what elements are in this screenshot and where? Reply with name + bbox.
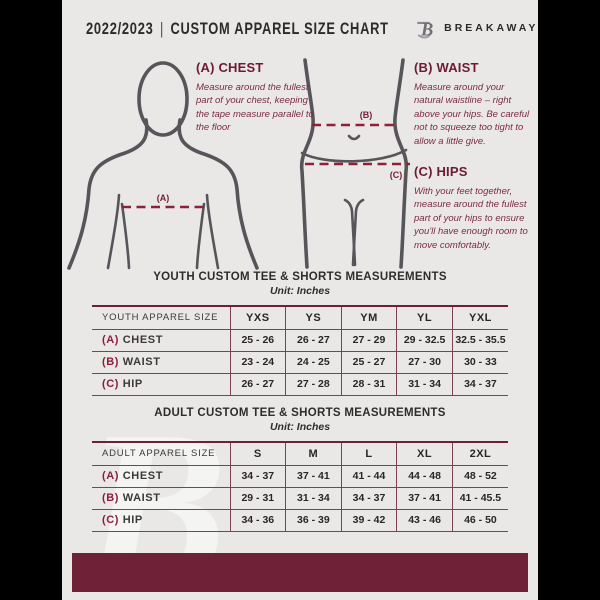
- measurement-value: 25 - 26: [229, 329, 286, 352]
- measurement-value: 37 - 41: [396, 487, 453, 510]
- measurement-label: (C) HIP: [92, 509, 230, 532]
- hips-instructions: (C) HIPS With your feet together, measur…: [414, 164, 530, 252]
- size-column-header: L: [340, 442, 397, 466]
- measurement-value: 25 - 27: [340, 351, 397, 374]
- youth-table-title: YOUTH CUSTOM TEE & SHORTS MEASUREMENTS: [153, 271, 447, 283]
- measurement-value: 41 - 44: [340, 465, 397, 488]
- adult-table-header-row: ADULT APPAREL SIZE S M L XL 2XL: [92, 442, 508, 466]
- measurement-value: 29 - 31: [229, 487, 286, 510]
- measurement-value: 31 - 34: [396, 373, 453, 396]
- size-column-header: YXL: [451, 306, 508, 330]
- measurement-label: (B) WAIST: [92, 351, 230, 374]
- waist-heading: (B) WAIST: [414, 60, 479, 75]
- measurement-value: 29 - 32.5: [396, 329, 453, 352]
- measurement-value: 31 - 34: [285, 487, 342, 510]
- page-header: 2022/2023 | CUSTOM APPAREL SIZE CHART B BR…: [86, 16, 535, 40]
- measurement-value: 39 - 42: [340, 509, 397, 532]
- hips-instruction-text: With your feet together, measure around …: [414, 186, 528, 251]
- measurement-lines: (A) (B) (C): [122, 110, 410, 209]
- measurement-value: 23 - 24: [229, 351, 286, 374]
- measurement-value: 30 - 33: [451, 351, 508, 374]
- lower-body-figure: [299, 58, 409, 269]
- measurement-value: 26 - 27: [229, 373, 286, 396]
- measurement-value: 34 - 37: [340, 487, 397, 510]
- measurement-value: 48 - 52: [451, 465, 508, 488]
- chest-instructions: (A) CHEST Measure around the fullest par…: [196, 60, 314, 135]
- measurement-value: 32.5 - 35.5: [451, 329, 508, 352]
- size-column-header: YL: [396, 306, 453, 330]
- measurement-value: 37 - 41: [285, 465, 342, 488]
- chart-title: CUSTOM APPAREL SIZE CHART: [170, 18, 389, 38]
- torso-figure: [67, 61, 259, 270]
- size-chart-page: 2022/2023 | CUSTOM APPAREL SIZE CHART B BR…: [62, 0, 538, 600]
- measurement-value: 46 - 50: [451, 509, 508, 532]
- measurement-label: (A) CHEST: [92, 329, 230, 352]
- breakaway-logo-icon: B: [417, 19, 433, 39]
- measurement-value: 34 - 37: [229, 465, 286, 488]
- brand: B BREAKAWAY: [415, 16, 538, 40]
- page-title: 2022/2023 | CUSTOM APPAREL SIZE CHART: [86, 18, 389, 37]
- size-column-header: S: [229, 442, 286, 466]
- table-row: (B) WAIST 23 - 24 24 - 25 25 - 27 27 - 30 30 …: [92, 351, 508, 374]
- measurement-value: 44 - 48: [396, 465, 453, 488]
- adult-size-table: ADULT APPAREL SIZE S M L XL 2XL (A) CHEST 34 -…: [92, 441, 508, 532]
- waist-instruction-text: Measure around your natural waistline – …: [414, 82, 530, 147]
- size-column-header: YM: [340, 306, 397, 330]
- chest-instruction-text: Measure around the fullest part of your …: [196, 82, 314, 134]
- table-row: (C) HIP 34 - 36 36 - 39 39 - 42 43 - 46 46 - …: [92, 509, 508, 532]
- chest-line-label: (A): [157, 193, 170, 203]
- measurement-value: 26 - 27: [285, 329, 342, 352]
- measurement-value: 34 - 36: [229, 509, 286, 532]
- table-row: (B) WAIST 29 - 31 31 - 34 34 - 37 37 - 41 41 …: [92, 487, 508, 510]
- logo-letter: B: [420, 19, 433, 39]
- measurement-value: 27 - 30: [396, 351, 453, 374]
- adult-table-title: ADULT CUSTOM TEE & SHORTS MEASUREMENTS: [154, 407, 446, 419]
- size-column-header: YS: [285, 306, 342, 330]
- measurement-value: 43 - 46: [396, 509, 453, 532]
- youth-size-table: YOUTH APPAREL SIZE YXS YS YM YL YXL (A) CHEST…: [92, 305, 508, 396]
- chest-heading: (A) CHEST: [196, 60, 264, 75]
- size-column-header: YXS: [229, 306, 286, 330]
- waist-instructions: (B) WAIST Measure around your natural wa…: [414, 60, 530, 148]
- table-row: (C) HIP 26 - 27 27 - 28 28 - 31 31 - 34 34 - …: [92, 373, 508, 396]
- table-row: (A) CHEST 25 - 26 26 - 27 27 - 29 29 - 32.5 3…: [92, 329, 508, 352]
- size-column-header: 2XL: [451, 442, 508, 466]
- hip-line-label: (C): [390, 170, 403, 180]
- measurement-value: 27 - 28: [285, 373, 342, 396]
- size-column-header: XL: [396, 442, 453, 466]
- measurement-label: (B) WAIST: [92, 487, 230, 510]
- hips-heading: (C) HIPS: [414, 164, 468, 179]
- measurement-value: 36 - 39: [285, 509, 342, 532]
- size-column-header: M: [285, 442, 342, 466]
- size-table-corner-header: YOUTH APPAREL SIZE: [92, 306, 230, 330]
- measurement-diagram: (A) (B) (C): [67, 58, 410, 270]
- table-row: (A) CHEST 34 - 37 37 - 41 41 - 44 44 - 48 48 …: [92, 465, 508, 488]
- measurement-value: 41 - 45.5: [451, 487, 508, 510]
- measurement-value: 34 - 37: [451, 373, 508, 396]
- measurement-value: 28 - 31: [340, 373, 397, 396]
- season-label: 2022/2023: [86, 18, 154, 38]
- brand-name: BREAKAWAY: [444, 22, 538, 34]
- footer-bar: [72, 553, 528, 592]
- waist-line-label: (B): [360, 110, 373, 120]
- measurement-value: 24 - 25: [285, 351, 342, 374]
- measurement-label: (A) CHEST: [92, 465, 230, 488]
- youth-table-unit: Unit: Inches: [269, 285, 331, 297]
- measurement-value: 27 - 29: [340, 329, 397, 352]
- size-table-corner-header: ADULT APPAREL SIZE: [92, 442, 230, 466]
- title-divider: |: [159, 18, 165, 38]
- measurement-label: (C) HIP: [92, 373, 230, 396]
- youth-table-header-row: YOUTH APPAREL SIZE YXS YS YM YL YXL: [92, 306, 508, 330]
- adult-table-unit: Unit: Inches: [269, 421, 331, 433]
